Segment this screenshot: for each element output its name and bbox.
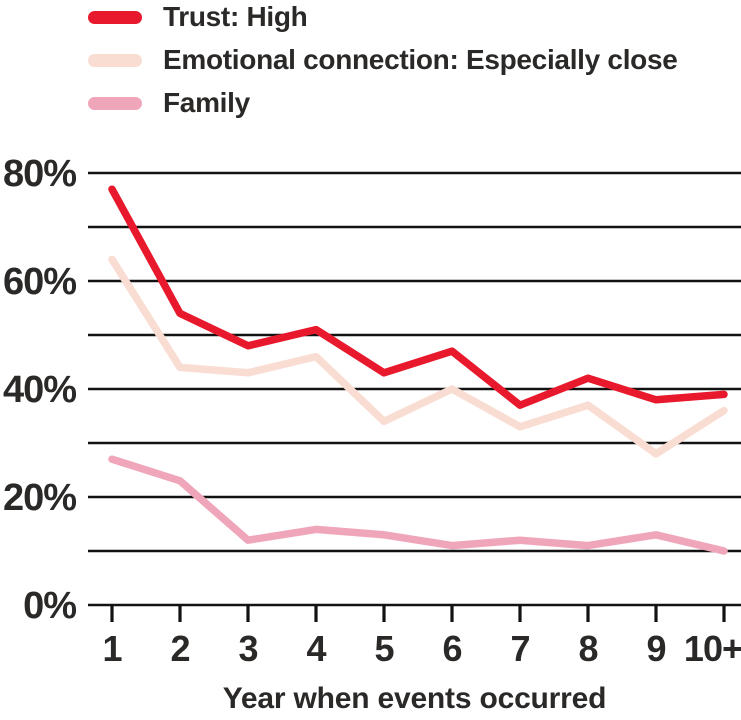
x-axis-tick-label-8: 8	[578, 628, 597, 669]
legend-label-trust-high: Trust: High	[163, 1, 308, 32]
x-axis-tick-label-6: 6	[442, 628, 461, 669]
x-axis-tick-label-5: 5	[374, 628, 394, 669]
y-axis-label-20: 20%	[3, 477, 76, 519]
y-axis-label-80: 80%	[3, 153, 76, 195]
x-axis-tick-label-9: 9	[646, 628, 665, 669]
x-axis-tick-label-7: 7	[510, 628, 529, 669]
x-axis-tick-label-3: 3	[238, 628, 257, 669]
legend-item-trust-high: Trust: High	[88, 1, 678, 32]
x-axis-tick-label-2: 2	[170, 628, 189, 669]
legend-item-emotional-connection: Emotional connection: Especially close	[88, 44, 678, 75]
series-line-trust-high	[108, 185, 728, 409]
y-axis-label-60: 60%	[3, 261, 76, 303]
series-line-family	[108, 455, 728, 555]
legend-swatch-trust-high	[88, 10, 142, 24]
legend: Trust: High Emotional connection: Especi…	[88, 1, 678, 133]
x-axis-tick-label-10: 10+	[684, 628, 741, 669]
legend-label-emotional-connection: Emotional connection: Especially close	[163, 44, 678, 75]
y-axis-label-0: 0%	[23, 585, 76, 627]
x-axis-tick-label-4: 4	[306, 628, 326, 669]
legend-swatch-emotional-connection	[88, 53, 142, 67]
legend-item-family: Family	[88, 87, 678, 118]
x-axis-tick-label-1: 1	[102, 628, 122, 669]
x-axis-title: Year when events occurred	[222, 682, 607, 715]
y-axis-label-40: 40%	[3, 369, 76, 411]
legend-label-family: Family	[163, 87, 250, 118]
legend-swatch-family	[88, 96, 142, 110]
series-line-emotional-connection-especially-close	[108, 255, 728, 458]
